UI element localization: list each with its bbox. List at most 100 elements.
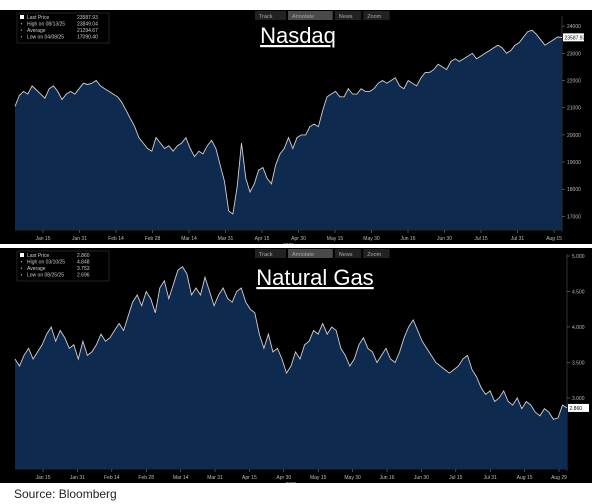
legend-marker: • <box>21 22 23 28</box>
y-tick-label: 4.000 <box>572 325 585 331</box>
x-tick-label: Jan 15 <box>35 236 50 242</box>
legend-marker: • <box>21 260 23 266</box>
toolbar-button-bg <box>288 11 333 20</box>
toolbar-button-bg <box>334 249 362 258</box>
legend-box <box>16 250 110 282</box>
legend-marker: • <box>21 35 23 41</box>
x-tick-label: Apr 30 <box>291 236 306 242</box>
y-tick-label: 17000 <box>567 214 581 220</box>
y-tick-label: 4.500 <box>572 290 585 296</box>
chart-title: Natural Gas <box>256 265 373 290</box>
series-line <box>14 266 568 420</box>
x-tick-label: Apr 15 <box>242 475 257 481</box>
x-tick-label: Feb 28 <box>145 236 161 242</box>
x-tick-label: Jul 31 <box>511 236 525 242</box>
legend-label-average: Average <box>27 266 46 272</box>
x-tick-label: Aug 29 <box>551 475 567 481</box>
toolbar-button-bg <box>288 249 333 258</box>
x-tick-label: Feb 28 <box>138 475 154 481</box>
legend-label-last-price: Last Price <box>27 15 49 21</box>
x-tick-label: Apr 30 <box>276 475 291 481</box>
x-tick-label: Feb 14 <box>108 236 124 242</box>
y-tick-label: 22000 <box>567 79 581 85</box>
toolbar-button-track: Track <box>259 252 273 258</box>
legend-value-low: 17090.40 <box>77 35 98 41</box>
y-tick-label: 23000 <box>567 51 581 57</box>
series-line <box>14 29 563 215</box>
source-note: Source: Bloomberg <box>14 487 117 501</box>
x-tick-label: Mar 31 <box>207 475 223 481</box>
x-tick-label: Mar 14 <box>173 475 189 481</box>
toolbar-button-bg <box>255 11 286 20</box>
legend-label-high: High on 03/10/25 <box>27 260 65 266</box>
toolbar-button-bg <box>363 249 390 258</box>
legend-swatch <box>20 253 24 257</box>
chart-title: Nasdaq <box>260 23 336 48</box>
x-tick-label: May 15 <box>327 236 344 242</box>
natural-gas-chart: Track Annotate News Zoom 3.000 3.500 4.000 4.50… <box>14 249 589 483</box>
y-tick-label: 3.500 <box>572 361 585 367</box>
y-tick-label: 5.000 <box>572 254 585 260</box>
legend-label-high: High on 08/13/25 <box>27 22 65 28</box>
x-tick-label: Jun 16 <box>400 236 415 242</box>
last-price-tag-bg <box>563 33 584 42</box>
x-tick-label: Jun 16 <box>379 475 394 481</box>
legend-swatch <box>20 15 24 19</box>
legend-value-high: 23849.04 <box>77 22 98 28</box>
legend-marker: • <box>21 28 23 34</box>
y-tick-label: 19000 <box>567 160 581 166</box>
x-axis-year-label: 2025 <box>285 482 296 483</box>
legend-marker: • <box>21 273 23 279</box>
x-tick-label: Feb 14 <box>104 475 120 481</box>
toolbar-button-bg <box>255 249 286 258</box>
x-tick-label: Apr 15 <box>255 236 270 242</box>
legend-value-low: 2.696 <box>77 273 90 279</box>
legend-value-high: 4.848 <box>77 260 90 266</box>
toolbar-button-bg <box>363 11 390 20</box>
series-area <box>15 30 562 230</box>
x-tick-label: Mar 31 <box>218 236 234 242</box>
toolbar-button-news: News <box>339 252 353 258</box>
y-tick-label: 18000 <box>567 187 581 193</box>
legend-label-average: Average <box>27 28 46 34</box>
legend-label-low: Low on 08/25/25 <box>27 273 64 279</box>
legend-marker: • <box>21 266 23 272</box>
x-tick-label: Jan 15 <box>35 475 50 481</box>
x-tick-label: Jul 31 <box>484 475 498 481</box>
x-tick-label: Aug 15 <box>546 236 562 242</box>
legend-label-last-price: Last Price <box>27 253 49 259</box>
last-price-tag-bg <box>568 403 589 412</box>
toolbar-button-annotate: Annotate <box>292 14 314 20</box>
x-tick-label: Jul 15 <box>474 236 488 242</box>
x-tick-label: May 15 <box>310 475 327 481</box>
nasdaq-chart: Track Annotate News Zoom 17000 18000 19000 2000… <box>14 11 586 244</box>
x-tick-label: Jan 31 <box>72 236 87 242</box>
toolbar-button-track: Track <box>259 14 273 20</box>
last-price-tag: 23587.93 <box>565 35 586 41</box>
x-axis-year-label: 2025 <box>283 243 294 244</box>
legend-value-last-price: 2.860 <box>77 253 90 259</box>
y-tick-label: 21000 <box>567 106 581 112</box>
toolbar-button-annotate: Annotate <box>292 252 314 258</box>
legend-box <box>16 12 110 44</box>
series-area <box>15 266 567 469</box>
x-tick-label: Jun 30 <box>414 475 429 481</box>
x-tick-label: Jul 15 <box>449 475 463 481</box>
last-price-tag: 2.860 <box>570 406 583 412</box>
x-tick-label: Jun 30 <box>437 236 452 242</box>
x-tick-label: May 30 <box>363 236 380 242</box>
legend-value-average: 3.753 <box>77 266 90 272</box>
x-tick-label: Mar 14 <box>181 236 197 242</box>
legend-value-average: 21294.67 <box>77 28 98 34</box>
toolbar-button-news: News <box>339 14 353 20</box>
x-tick-label: Jan 31 <box>70 475 85 481</box>
x-tick-label: Aug 15 <box>517 475 533 481</box>
toolbar-button-bg <box>334 11 362 20</box>
nasdaq-chart-panel: Track Annotate News Zoom 17000 18000 19000 2000… <box>0 10 592 244</box>
legend-value-last-price: 23587.93 <box>77 15 98 21</box>
x-tick-label: May 30 <box>344 475 361 481</box>
legend-label-low: Low on 04/08/25 <box>27 35 64 41</box>
toolbar-button-zoom: Zoom <box>367 14 381 20</box>
toolbar-button-zoom: Zoom <box>367 252 381 258</box>
y-tick-label: 20000 <box>567 133 581 139</box>
